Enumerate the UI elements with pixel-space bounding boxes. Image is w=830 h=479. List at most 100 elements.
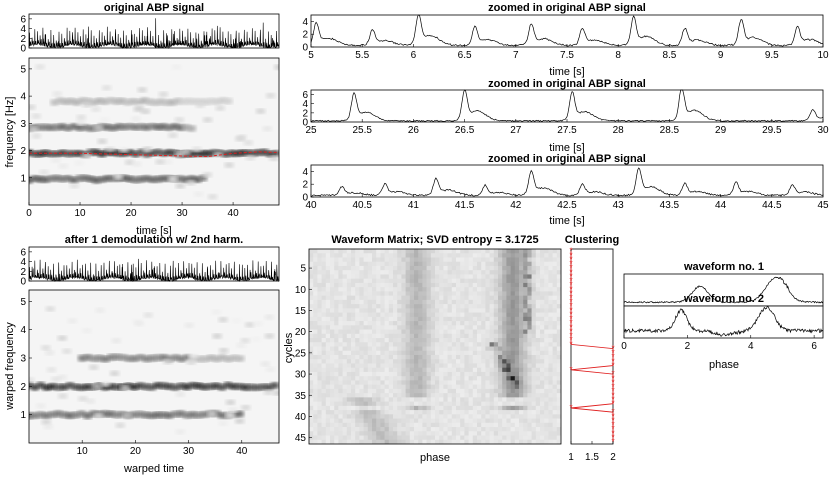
matrix-cell bbox=[485, 265, 490, 271]
matrix-cell bbox=[506, 427, 511, 432]
matrix-cell bbox=[422, 427, 427, 432]
matrix-cell bbox=[388, 371, 394, 377]
matrix-cell bbox=[535, 376, 541, 381]
matrix-cell bbox=[523, 321, 528, 326]
matrix-cell bbox=[506, 299, 511, 305]
matrix-cell bbox=[552, 342, 558, 347]
matrix-cell bbox=[317, 405, 322, 411]
matrix-cell bbox=[388, 350, 394, 356]
matrix-cell bbox=[472, 376, 478, 381]
matrix-cell bbox=[556, 363, 561, 368]
matrix-cell bbox=[439, 261, 444, 267]
heatmap-cell bbox=[228, 407, 239, 413]
matrix-cell bbox=[435, 249, 440, 254]
matrix-cell bbox=[380, 410, 385, 415]
matrix-cell bbox=[472, 265, 478, 271]
matrix-cell bbox=[309, 312, 314, 318]
matrix-cell bbox=[397, 427, 402, 432]
matrix-cell bbox=[338, 359, 343, 364]
matrix-cell bbox=[548, 397, 553, 402]
matrix-cell bbox=[426, 371, 432, 377]
matrix-cell bbox=[317, 249, 322, 254]
heatmap-cell bbox=[215, 105, 226, 111]
matrix-cell bbox=[544, 278, 549, 284]
matrix-cell bbox=[510, 265, 516, 271]
matrix-cell bbox=[313, 325, 318, 330]
matrix-cell bbox=[342, 380, 348, 385]
matrix-cell bbox=[426, 321, 432, 326]
matrix-cell bbox=[330, 287, 335, 292]
matrix-cell bbox=[338, 380, 343, 385]
matrix-cell bbox=[422, 312, 427, 318]
matrix-cell bbox=[397, 308, 402, 313]
matrix-cell bbox=[409, 253, 415, 258]
matrix-cell bbox=[493, 393, 499, 398]
matrix-cell bbox=[355, 295, 360, 301]
matrix-cell bbox=[359, 350, 364, 356]
matrix-cell bbox=[330, 274, 335, 279]
matrix-cell bbox=[535, 427, 541, 432]
matrix-cell bbox=[472, 401, 478, 407]
matrix-cell bbox=[498, 249, 503, 254]
matrix-cell bbox=[393, 405, 398, 411]
heatmap-cell bbox=[272, 390, 279, 396]
matrix-cell bbox=[430, 414, 436, 419]
matrix-cell bbox=[330, 261, 335, 267]
heatmap-cell bbox=[268, 155, 279, 161]
matrix-cell bbox=[527, 346, 532, 352]
matrix-cell bbox=[527, 342, 532, 347]
matrix-cell bbox=[330, 376, 335, 381]
matrix-cell bbox=[489, 401, 495, 407]
matrix-cell bbox=[552, 325, 558, 330]
matrix-cell bbox=[510, 422, 516, 428]
matrix-cell bbox=[422, 338, 427, 343]
matrix-cell bbox=[309, 304, 314, 309]
matrix-cell bbox=[355, 342, 360, 347]
heatmap-cell bbox=[240, 338, 251, 344]
matrix-cell bbox=[363, 308, 369, 313]
matrix-cell bbox=[313, 304, 318, 309]
matrix-cell bbox=[489, 439, 495, 444]
matrix-cell bbox=[472, 405, 478, 411]
matrix-cell bbox=[527, 333, 532, 339]
matrix-cell bbox=[418, 418, 423, 424]
matrix-cell bbox=[485, 278, 490, 284]
matrix-cell bbox=[456, 329, 461, 335]
matrix-cell bbox=[372, 316, 377, 322]
matrix-cell bbox=[468, 274, 474, 279]
matrix-cell bbox=[556, 304, 561, 309]
matrix-cell bbox=[447, 287, 453, 292]
matrix-cell bbox=[502, 350, 507, 356]
matrix-cell bbox=[430, 384, 436, 390]
matrix-cell bbox=[334, 380, 339, 385]
matrix-cell bbox=[313, 393, 318, 398]
matrix-cell bbox=[330, 397, 335, 402]
matrix-cell bbox=[531, 287, 537, 292]
matrix-cell bbox=[443, 282, 448, 288]
matrix-cell bbox=[443, 388, 448, 394]
matrix-cell bbox=[481, 270, 486, 275]
matrix-cell bbox=[447, 257, 453, 263]
matrix-cell bbox=[422, 333, 427, 339]
matrix-cell bbox=[510, 367, 516, 373]
heatmap-cell bbox=[90, 106, 101, 112]
matrix-cell bbox=[397, 367, 402, 373]
matrix-cell bbox=[523, 265, 528, 271]
matrix-cell bbox=[414, 274, 419, 279]
matrix-cell bbox=[330, 329, 335, 335]
matrix-cell bbox=[359, 321, 364, 326]
matrix-cell bbox=[468, 418, 474, 424]
matrix-cell bbox=[393, 295, 398, 301]
matrix-cell bbox=[447, 380, 453, 385]
matrix-cell bbox=[309, 397, 314, 402]
matrix-cell bbox=[351, 431, 356, 436]
matrix-cell bbox=[460, 261, 465, 267]
matrix-cell bbox=[514, 329, 520, 335]
matrix-cell bbox=[468, 384, 474, 390]
matrix-cell bbox=[313, 338, 318, 343]
y-tick-label: 35 bbox=[295, 391, 307, 402]
matrix-cell bbox=[548, 308, 553, 313]
matrix-cell bbox=[426, 308, 432, 313]
matrix-cell bbox=[489, 329, 495, 335]
matrix-cell bbox=[468, 270, 474, 275]
